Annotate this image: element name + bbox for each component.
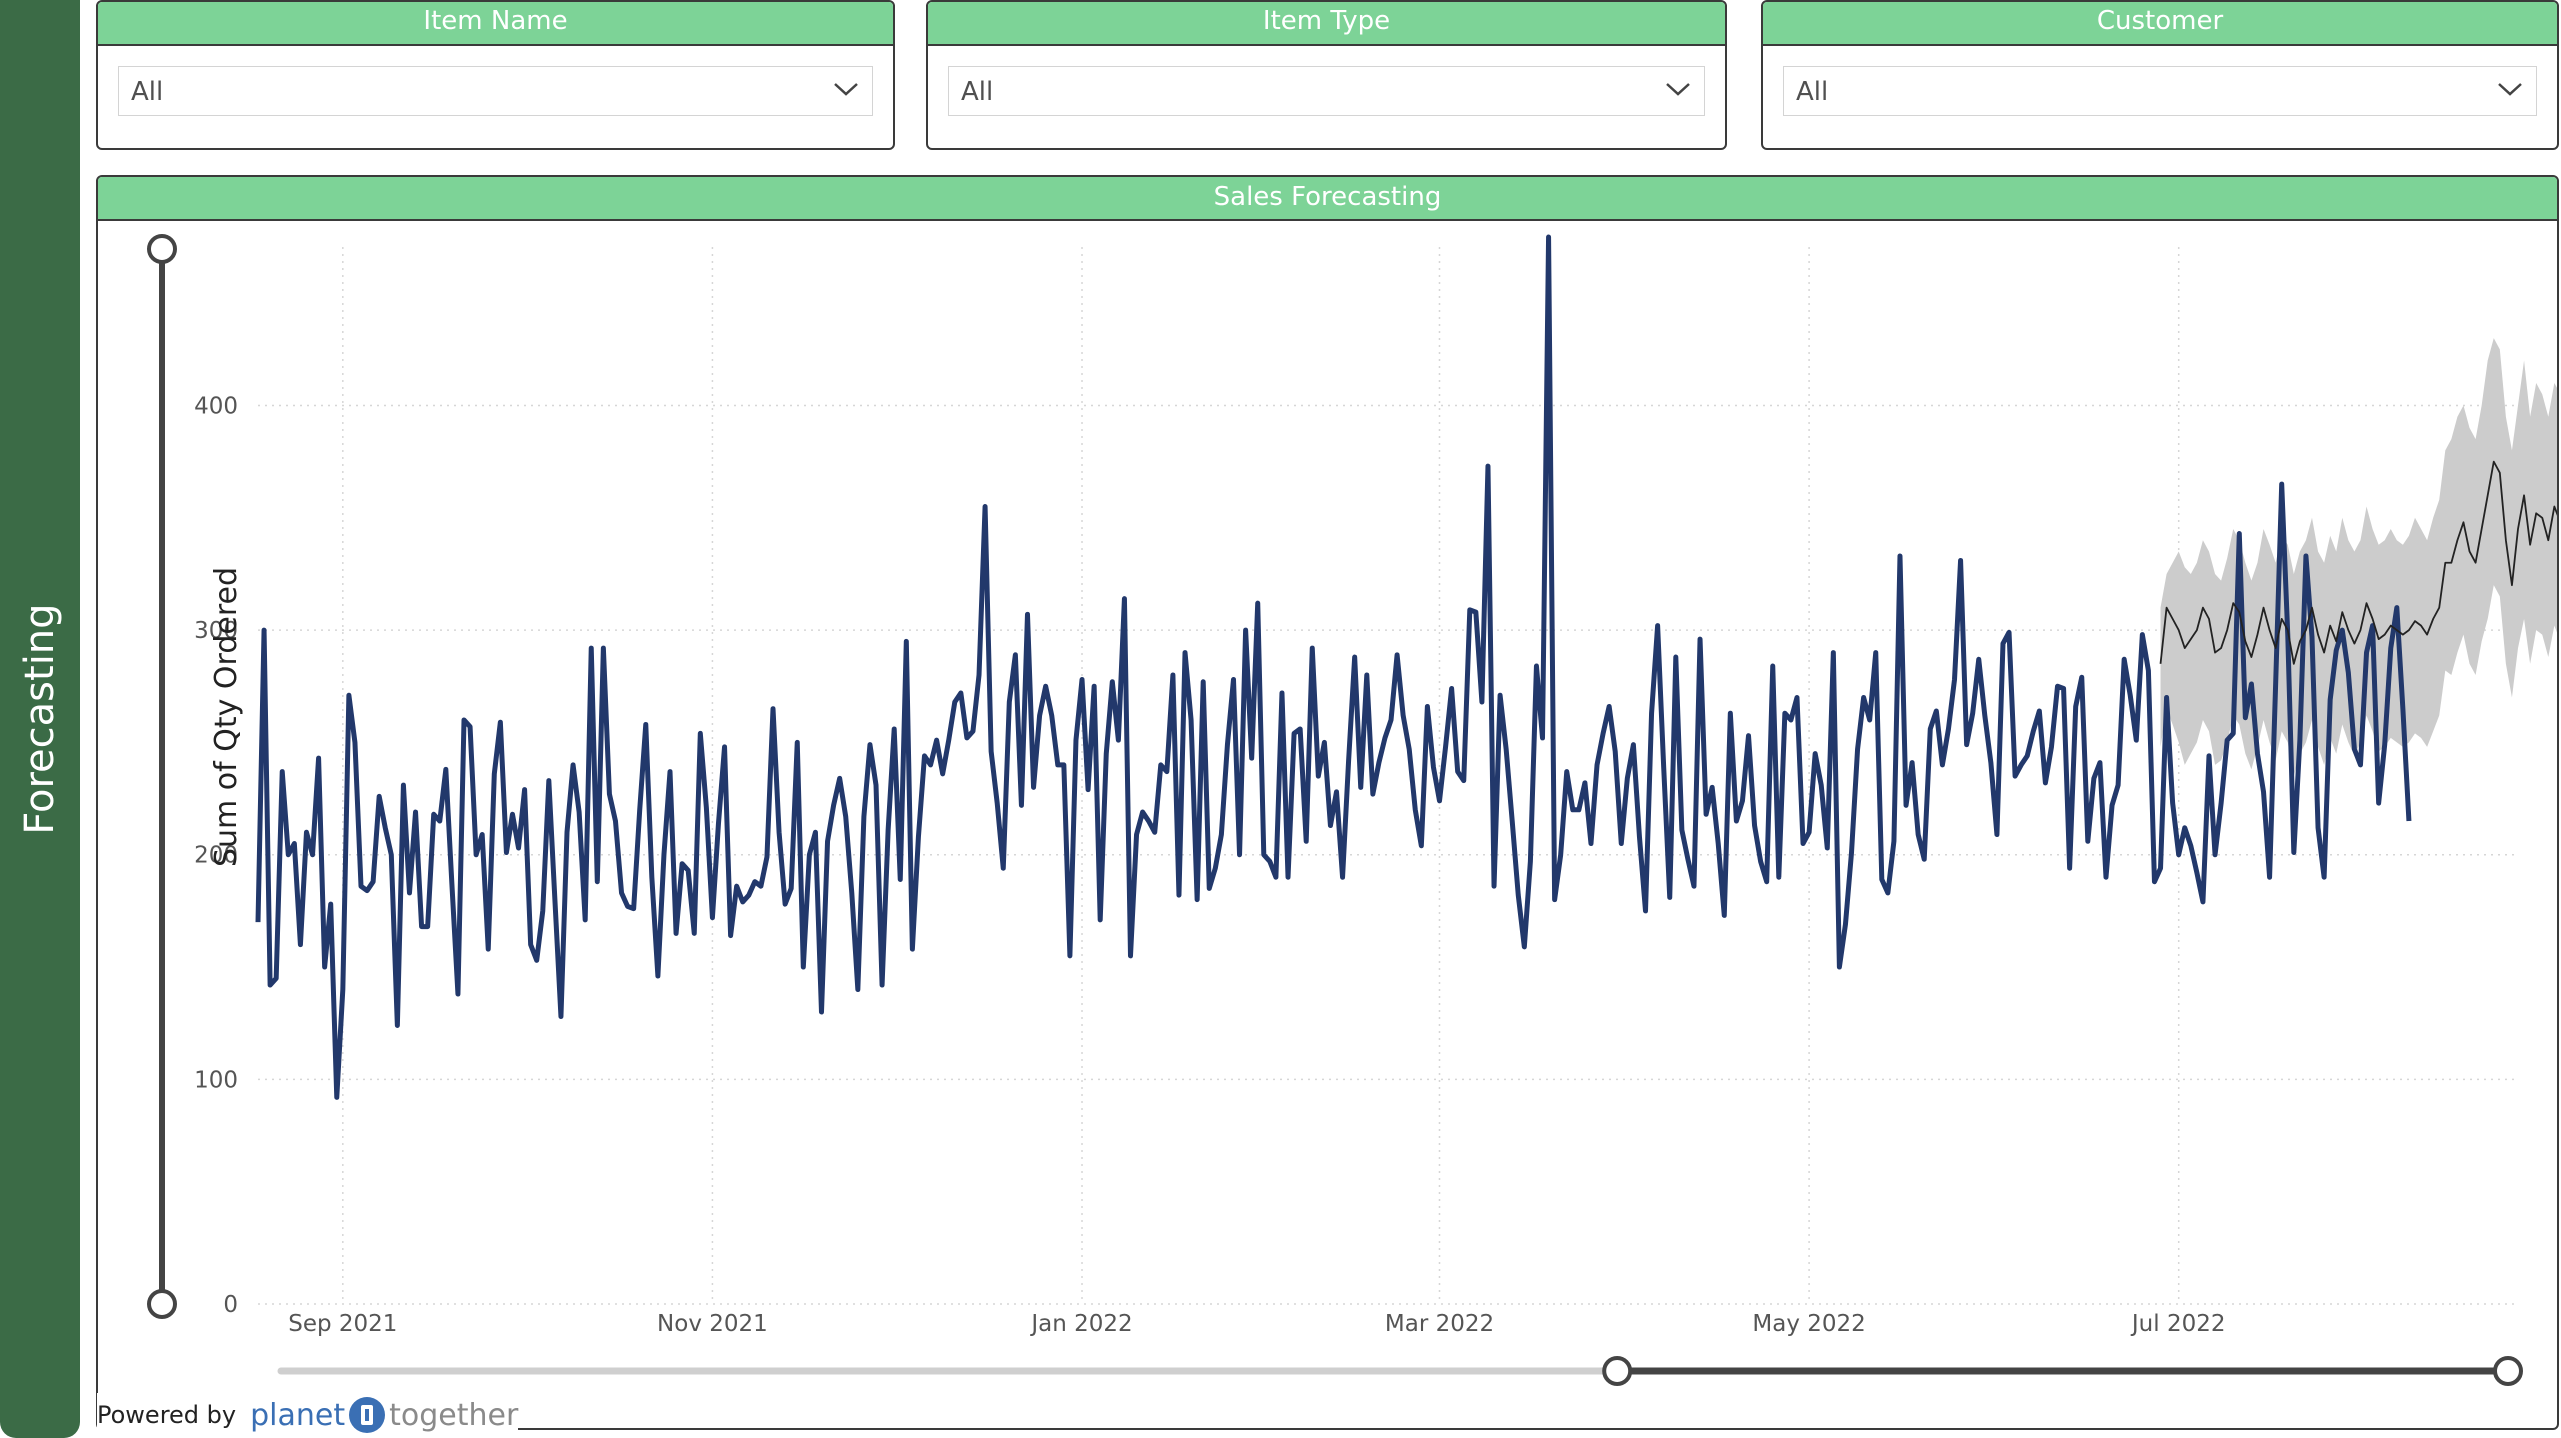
logo-text-planet: planet	[250, 1397, 346, 1433]
x-tick-label: Jan 2022	[1029, 1311, 1132, 1337]
chart-title: Sales Forecasting	[98, 177, 2557, 221]
y-tick-label: 100	[194, 1067, 238, 1093]
item-type-dropdown[interactable]: All	[948, 66, 1705, 116]
x-range-slider-start-handle[interactable]	[1602, 1356, 1633, 1386]
sidebar: Forecasting	[0, 0, 80, 1438]
y-tick-label: 0	[223, 1292, 238, 1318]
x-range-slider-end-handle[interactable]	[2493, 1356, 2523, 1386]
customer-header: Customer	[1763, 2, 2557, 46]
item-name-value: All	[131, 77, 164, 107]
sales-forecasting-visual: 0 100 200 300 400 Sep 2021 Nov 2021 Jan 2022 Mar…	[96, 175, 2559, 1430]
y-axis-title: Sum of Qty Ordered	[209, 567, 244, 867]
powered-by-footer: Powered by planet together	[97, 1393, 519, 1437]
x-tick-label: Sep 2021	[288, 1311, 397, 1337]
logo-text-together: together	[389, 1397, 519, 1433]
y-range-slider-bottom-handle[interactable]	[147, 1289, 177, 1319]
item-type-value: All	[961, 77, 994, 107]
forecast-series-line	[2159, 460, 2557, 665]
sales-forecasting-chart: 0 100 200 300 400 Sep 2021 Nov 2021 Jan 2022 Mar…	[147, 234, 2557, 1386]
actual-series-line	[255, 234, 2412, 1100]
chevron-down-icon	[1666, 83, 1690, 96]
x-tick-label: Nov 2021	[657, 1311, 768, 1337]
customer-value: All	[1796, 77, 1829, 107]
x-tick-label: May 2022	[1752, 1311, 1865, 1337]
x-tick-label: Jul 2022	[2130, 1311, 2226, 1337]
chevron-down-icon	[834, 83, 858, 96]
item-name-dropdown[interactable]: All	[118, 66, 873, 116]
y-tick-label: 300	[194, 618, 238, 644]
sidebar-title: Forecasting	[17, 603, 63, 835]
customer-slicer: Customer All	[1761, 0, 2559, 150]
y-range-slider-top-handle[interactable]	[147, 234, 177, 264]
y-tick-label: 200	[194, 843, 238, 869]
item-name-header: Item Name	[98, 2, 893, 46]
item-type-header: Item Type	[928, 2, 1725, 46]
item-name-slicer: Item Name All	[96, 0, 895, 150]
customer-dropdown[interactable]: All	[1783, 66, 2537, 116]
item-type-slicer: Item Type All	[926, 0, 1727, 150]
planettogether-logo-icon	[349, 1397, 386, 1433]
forecast-confidence-band	[2160, 338, 2557, 777]
x-tick-label: Mar 2022	[1385, 1311, 1494, 1337]
y-tick-label: 400	[194, 393, 238, 419]
chevron-down-icon	[2498, 83, 2522, 96]
powered-by-text: Powered by	[97, 1401, 237, 1429]
